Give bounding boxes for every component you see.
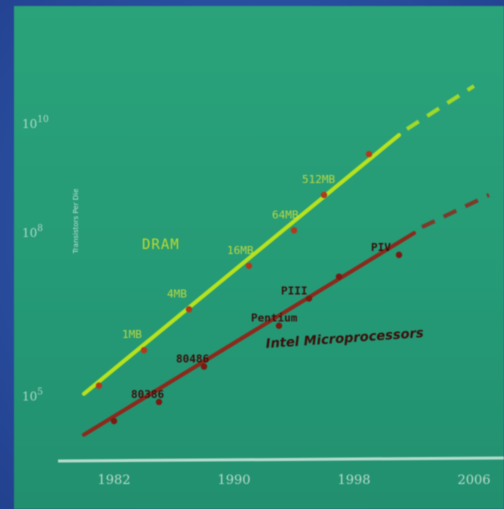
dram-extension-line bbox=[405, 84, 476, 131]
dram-point-label: 512MB bbox=[302, 173, 335, 186]
intel-data-point bbox=[110, 417, 118, 425]
dram-data-point bbox=[365, 150, 373, 158]
dram-data-point bbox=[140, 347, 148, 354]
intel-data-point bbox=[155, 398, 163, 406]
x-axis-line bbox=[57, 456, 504, 463]
dram-point-label: 64MB bbox=[272, 208, 299, 221]
dram-data-point bbox=[245, 262, 253, 269]
dram-data-point bbox=[185, 306, 193, 313]
dram-data-point bbox=[290, 227, 298, 234]
dram-point-label: 16MB bbox=[227, 244, 254, 257]
chart-svg: 1982 1990 1998 2006 105 108 1010 Transistors Pe… bbox=[22, 84, 504, 488]
intel-trend-line bbox=[82, 231, 416, 437]
intel-point-label: 80486 bbox=[176, 353, 209, 366]
slide-panel: 1982 1990 1998 2006 105 108 1010 Transistors Pe… bbox=[14, 6, 504, 509]
dram-point-label: 4MB bbox=[167, 287, 187, 300]
intel-data-point bbox=[305, 295, 313, 302]
intel-point-label: PIV bbox=[371, 241, 391, 254]
dram-series-label: DRAM bbox=[142, 237, 180, 253]
y-tick-label: 1010 bbox=[22, 115, 49, 131]
intel-point-label: 80386 bbox=[131, 388, 164, 401]
intel-point-label: PIII bbox=[281, 284, 308, 297]
y-tick-label: 108 bbox=[22, 224, 43, 240]
x-tick-label: 1990 bbox=[217, 473, 250, 488]
dram-point-label: 1MB bbox=[122, 328, 142, 341]
x-tick-label: 1982 bbox=[97, 473, 130, 488]
y-axis-label: Transistors Per Die bbox=[72, 189, 80, 255]
dram-data-point bbox=[320, 191, 328, 199]
y-tick-label: 105 bbox=[22, 388, 43, 404]
dram-trend-line bbox=[82, 133, 401, 396]
x-tick-label: 2006 bbox=[457, 473, 490, 488]
intel-data-point bbox=[275, 322, 283, 329]
intel-data-point bbox=[395, 251, 403, 259]
intel-data-point bbox=[335, 273, 343, 280]
dram-data-point bbox=[95, 382, 103, 389]
intel-point-label: Pentium bbox=[251, 312, 298, 325]
intel-extension-line bbox=[421, 193, 490, 229]
x-tick-label: 1998 bbox=[337, 473, 370, 488]
intel-series-label: Intel Microprocessors bbox=[265, 326, 424, 352]
intel-data-point bbox=[200, 363, 208, 370]
